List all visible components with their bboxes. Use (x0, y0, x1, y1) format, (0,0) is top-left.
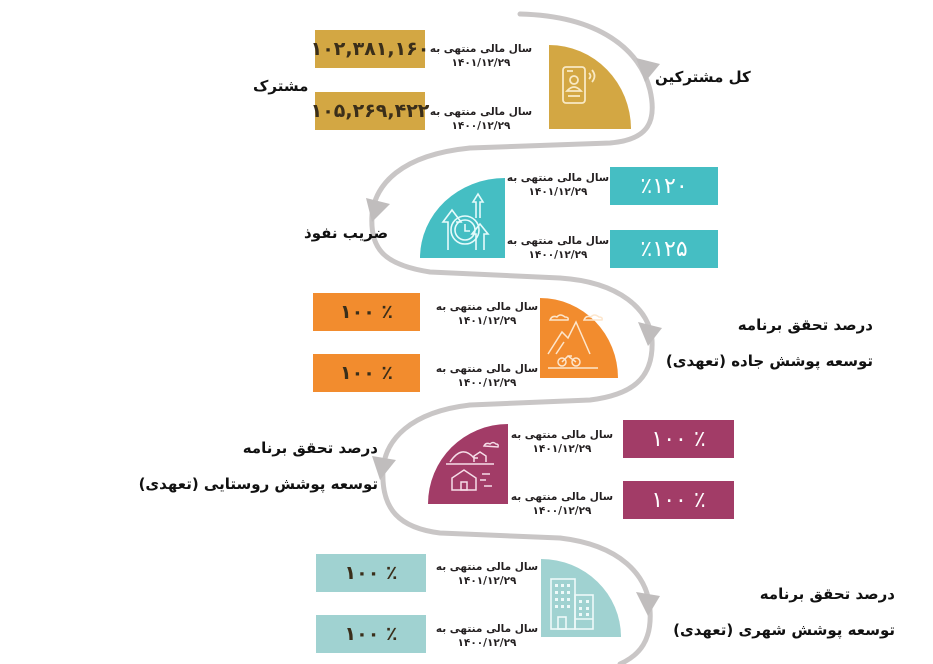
value-box-1401: ٪ ۱۰۰ (313, 293, 420, 331)
year-label-1401: سال مالی منتهی به ۱۴۰۱/۱۲/۲۹ (429, 43, 533, 69)
year-label-1401: سال مالی منتهی به ۱۴۰۱/۱۲/۲۹ (435, 561, 539, 587)
year-label-1401: سال مالی منتهی به ۱۴۰۱/۱۲/۲۹ (435, 301, 539, 327)
year-label-1400: سال مالی منتهی به ۱۴۰۰/۱۲/۲۹ (506, 235, 610, 261)
value-box-1400: ٪ ۱۰۰ (313, 354, 420, 392)
value-box-1400: ٪ ۱۰۰ (316, 615, 426, 653)
value-box-1400: ٪۱۲۵ (610, 230, 718, 268)
year-label-1401: سال مالی منتهی به ۱۴۰۱/۱۲/۲۹ (506, 172, 610, 198)
clock-growth-arrows-icon (420, 178, 505, 258)
value-box-1401: ٪ ۱۰۰ (623, 420, 734, 458)
value-box-1401: ٪۱۲۰ (610, 167, 718, 205)
section-title: کل مشترکین (655, 68, 751, 86)
section-title: ضریب نفوذ (304, 224, 389, 242)
value-box-1401: ٪ ۱۰۰ (316, 554, 426, 592)
unit-label: مشترک (253, 77, 309, 95)
village-house-icon (428, 424, 508, 504)
year-label-1400: سال مالی منتهی به ۱۴۰۰/۱۲/۲۹ (510, 491, 614, 517)
year-label-1400: سال مالی منتهی به ۱۴۰۰/۱۲/۲۹ (429, 106, 533, 132)
city-buildings-icon (541, 559, 621, 637)
year-label-1400: سال مالی منتهی به ۱۴۰۰/۱۲/۲۹ (435, 623, 539, 649)
icon-tile (540, 298, 618, 378)
arrow-head-2 (366, 198, 390, 222)
icon-tile (428, 424, 508, 504)
section-title: درصد تحقق برنامه توسعه پوشش شهری (تعهدی) (673, 585, 895, 639)
mountain-bicycle-road-icon (540, 298, 618, 378)
value-box-1400: ۱۰۵,۲۶۹,۴۲۲ (311, 92, 429, 130)
arrow-head-5 (636, 592, 660, 616)
icon-tile (549, 45, 631, 129)
value-box-1401: ۱۰۲,۳۸۱,۱۶۰ (311, 30, 429, 68)
section-title: درصد تحقق برنامه توسعه پوشش روستایی (تعه… (138, 439, 378, 493)
icon-tile (541, 559, 621, 637)
mobile-user-signal-icon (549, 45, 631, 129)
arrow-head-3 (638, 322, 662, 346)
value-box-1400: ٪ ۱۰۰ (623, 481, 734, 519)
icon-tile (420, 178, 505, 258)
section-title: درصد تحقق برنامه توسعه پوشش جاده (تعهدی) (665, 316, 873, 370)
year-label-1401: سال مالی منتهی به ۱۴۰۱/۱۲/۲۹ (510, 429, 614, 455)
year-label-1400: سال مالی منتهی به ۱۴۰۰/۱۲/۲۹ (435, 363, 539, 389)
